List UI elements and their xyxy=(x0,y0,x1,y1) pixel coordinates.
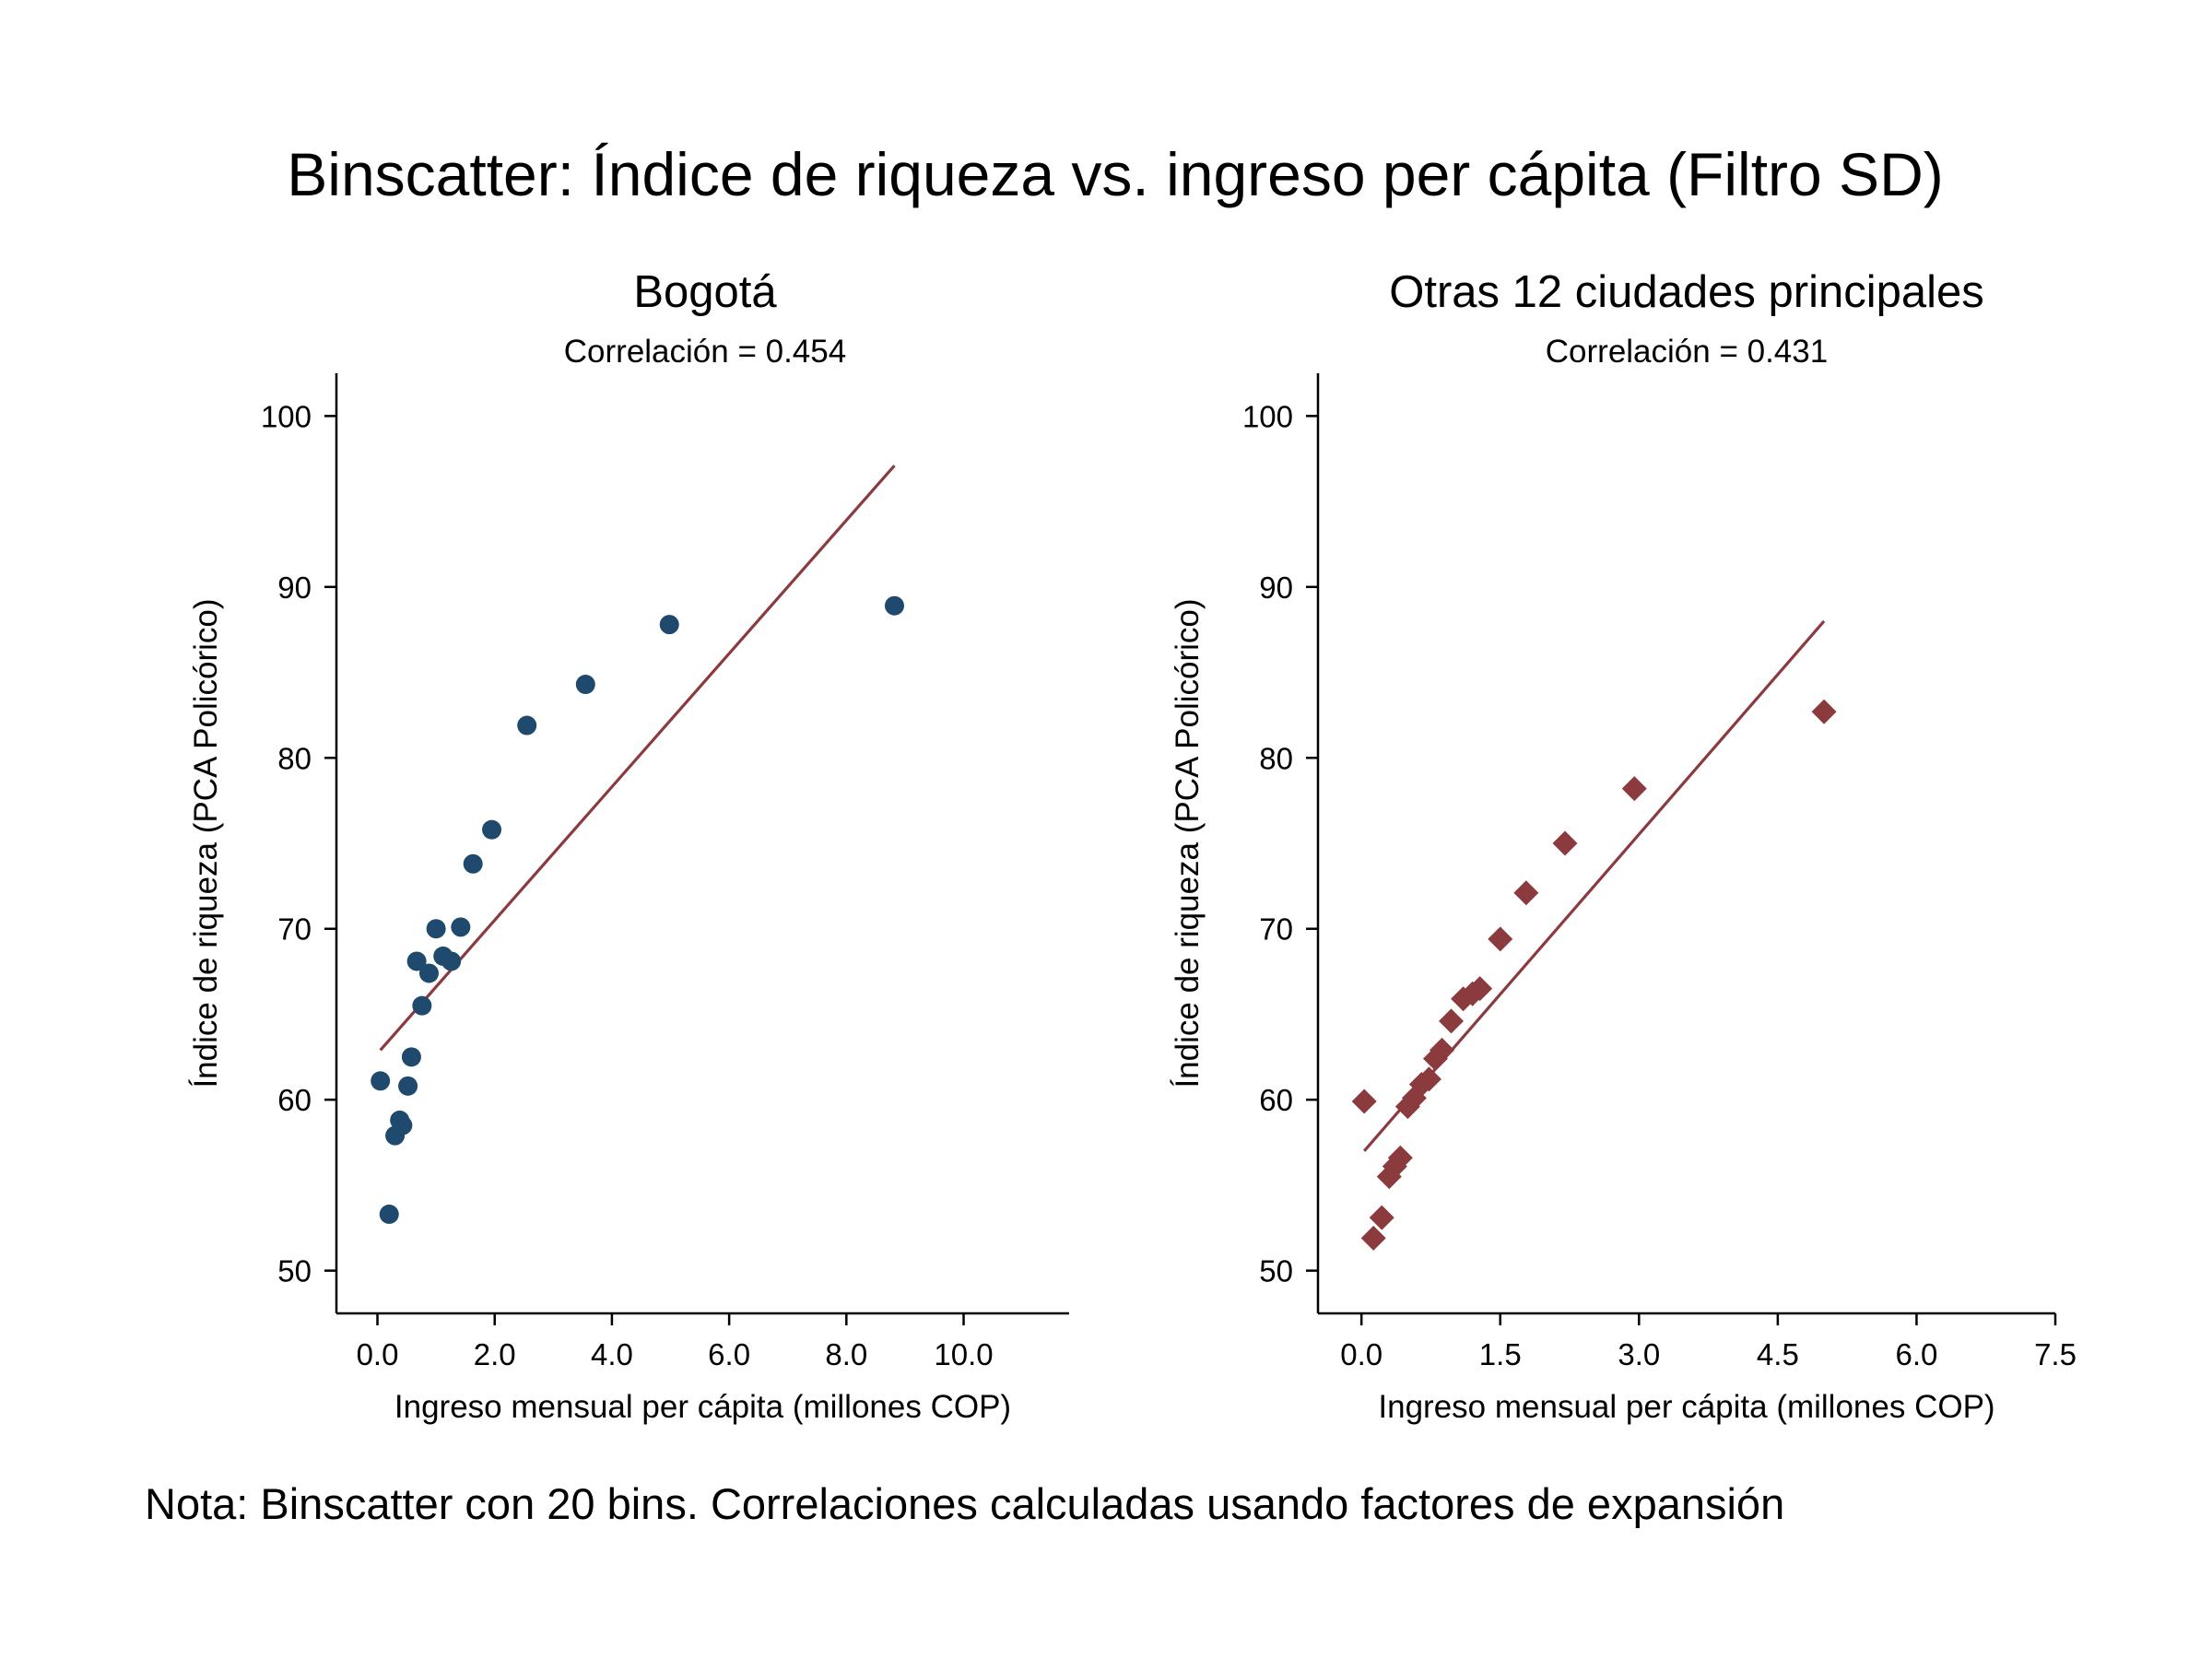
data-point xyxy=(1416,1066,1441,1092)
data-point xyxy=(1360,1225,1386,1251)
x-tick-label: 4.5 xyxy=(1757,1337,1799,1371)
data-point xyxy=(575,675,595,695)
x-tick-label: 2.0 xyxy=(474,1337,516,1371)
data-point xyxy=(463,853,483,874)
x-tick-label: 10.0 xyxy=(934,1337,993,1371)
y-tick-label: 60 xyxy=(1259,1083,1293,1117)
y-tick-label: 100 xyxy=(261,399,312,433)
y-tick-label: 100 xyxy=(1242,399,1293,433)
data-point xyxy=(406,951,427,971)
data-point xyxy=(1369,1205,1394,1230)
x-tick-label: 1.5 xyxy=(1479,1337,1522,1371)
data-point xyxy=(1811,699,1837,724)
data-point xyxy=(426,919,446,939)
chart-title: Binscatter: Índice de riqueza vs. ingres… xyxy=(287,140,1943,208)
x-tick-label: 0.0 xyxy=(1340,1337,1382,1371)
panel-bogota: Bogotá Correlación = 0.454 50 60 70 80 90 100 0.… xyxy=(188,267,1069,1425)
chart-note: Nota: Binscatter con 20 bins. Correlacio… xyxy=(145,1479,1784,1528)
x-tick-label: 3.0 xyxy=(1618,1337,1660,1371)
y-tick-label: 80 xyxy=(1259,741,1293,775)
data-point xyxy=(1467,976,1493,1002)
x-axis-label: Ingreso mensual per cápita (millones COP… xyxy=(394,1389,1011,1425)
y-axis-label: Índice de riqueza (PCA Policórico) xyxy=(188,598,224,1088)
panel-subtitle: Correlación = 0.431 xyxy=(1546,334,1828,370)
data-point xyxy=(441,951,462,971)
data-point xyxy=(1351,1088,1377,1114)
data-point xyxy=(412,995,432,1016)
data-point xyxy=(451,917,471,937)
y-axis-label: Índice de riqueza (PCA Policórico) xyxy=(1170,598,1206,1088)
data-point xyxy=(1621,776,1647,802)
y-tick-label: 80 xyxy=(277,741,312,775)
x-tick-label: 7.5 xyxy=(2034,1337,2077,1371)
data-point xyxy=(1552,830,1578,856)
x-tick-label: 6.0 xyxy=(1895,1337,1937,1371)
data-point xyxy=(1439,1008,1465,1034)
data-point xyxy=(884,595,904,616)
x-tick-label: 4.0 xyxy=(591,1337,633,1371)
fit-line xyxy=(379,465,896,1052)
x-tick-label: 0.0 xyxy=(357,1337,399,1371)
panel-title: Otras 12 ciudades principales xyxy=(1389,267,1984,317)
data-point xyxy=(1488,926,1513,952)
data-point xyxy=(398,1076,418,1096)
x-axis-label: Ingreso mensual per cápita (millones COP… xyxy=(1378,1389,1994,1425)
panel-title: Bogotá xyxy=(633,267,777,317)
x-tick-label: 8.0 xyxy=(825,1337,867,1371)
data-point xyxy=(659,615,679,635)
data-point xyxy=(1513,880,1539,906)
data-point xyxy=(517,715,537,735)
y-tick-label: 50 xyxy=(1259,1254,1293,1288)
data-point xyxy=(371,1071,391,1091)
panel-subtitle: Correlación = 0.454 xyxy=(564,334,846,370)
y-tick-label: 50 xyxy=(277,1254,312,1288)
y-tick-label: 70 xyxy=(1259,912,1293,947)
y-tick-label: 60 xyxy=(277,1083,312,1117)
panel-otras-ciudades: Otras 12 ciudades principales Correlación… xyxy=(1170,267,2077,1425)
data-point xyxy=(401,1047,421,1067)
data-point xyxy=(418,963,439,983)
y-tick-label: 70 xyxy=(277,912,312,947)
data-point xyxy=(379,1204,399,1224)
data-point xyxy=(1387,1145,1413,1171)
data-point xyxy=(393,1115,413,1135)
x-tick-label: 6.0 xyxy=(708,1337,750,1371)
data-point xyxy=(1430,1037,1455,1063)
y-tick-label: 90 xyxy=(277,571,312,605)
data-point xyxy=(482,819,502,840)
y-tick-label: 90 xyxy=(1259,571,1293,605)
